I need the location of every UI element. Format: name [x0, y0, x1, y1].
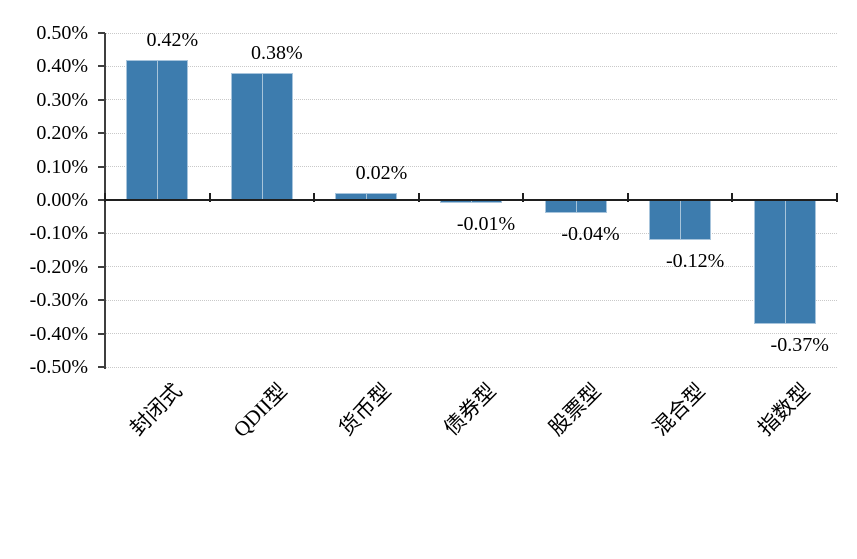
- bar: [126, 59, 189, 200]
- bar-data-label: -0.01%: [456, 213, 516, 236]
- gridline: [105, 333, 837, 335]
- bar: [753, 200, 816, 324]
- bar: [649, 200, 712, 241]
- y-axis-tick: [98, 232, 105, 235]
- bar-data-label: -0.37%: [770, 333, 829, 356]
- bar-center-highlight: [261, 74, 263, 199]
- y-axis-tick: [98, 165, 105, 168]
- bar-data-label: -0.04%: [561, 223, 620, 246]
- bar-center-highlight: [366, 194, 368, 199]
- y-tick-label: 0.20%: [36, 122, 88, 145]
- gridline: [105, 232, 837, 234]
- y-tick-label: 0.00%: [36, 189, 88, 211]
- bar-center-highlight: [784, 201, 786, 323]
- x-axis-tick: [836, 193, 838, 202]
- bar-center-highlight: [680, 201, 682, 240]
- x-axis-tick: [522, 193, 525, 202]
- x-axis-tick: [417, 193, 420, 202]
- y-axis-tick: [98, 265, 105, 268]
- y-tick-label: -0.20%: [29, 255, 88, 278]
- gridline: [105, 99, 837, 101]
- y-tick-label: -0.30%: [29, 289, 88, 312]
- bar-center-highlight: [157, 60, 159, 199]
- y-tick-label: 0.10%: [36, 155, 88, 178]
- bar-center-highlight: [575, 201, 577, 213]
- bar: [230, 73, 293, 200]
- bar-data-label: 0.02%: [355, 162, 408, 185]
- bar-data-label: -0.12%: [665, 250, 725, 273]
- gridline: [105, 299, 837, 301]
- y-axis-tick: [98, 332, 105, 335]
- y-axis-tick: [98, 32, 105, 34]
- gridline: [105, 266, 837, 268]
- x-axis-tick: [313, 193, 316, 202]
- x-axis-tick: [104, 193, 106, 202]
- y-axis-tick: [98, 199, 105, 201]
- y-tick-label: -0.40%: [29, 322, 88, 345]
- x-axis-tick: [626, 193, 629, 202]
- gridline: [105, 132, 837, 134]
- bar: [544, 200, 607, 214]
- y-tick-label: 0.40%: [36, 55, 88, 78]
- y-axis-tick: [98, 132, 105, 135]
- y-axis-tick: [98, 65, 105, 68]
- bar-center-highlight: [471, 201, 472, 203]
- gridline: [105, 166, 837, 168]
- gridline: [105, 366, 837, 368]
- y-tick-label: -0.10%: [29, 222, 88, 245]
- x-axis-tick: [731, 193, 734, 202]
- gridline: [105, 65, 837, 67]
- y-tick-label: -0.50%: [29, 356, 88, 378]
- x-axis-tick: [208, 193, 211, 202]
- bar-data-label: 0.38%: [251, 42, 303, 65]
- y-axis-tick: [98, 366, 105, 368]
- y-axis-tick: [98, 299, 105, 302]
- x-axis-zero-line: [104, 199, 837, 201]
- gridline: [105, 32, 837, 34]
- y-axis-tick: [98, 98, 105, 101]
- bar-data-label: 0.42%: [146, 28, 199, 51]
- y-tick-label: 0.30%: [36, 88, 88, 111]
- y-tick-label: 0.50%: [36, 22, 88, 44]
